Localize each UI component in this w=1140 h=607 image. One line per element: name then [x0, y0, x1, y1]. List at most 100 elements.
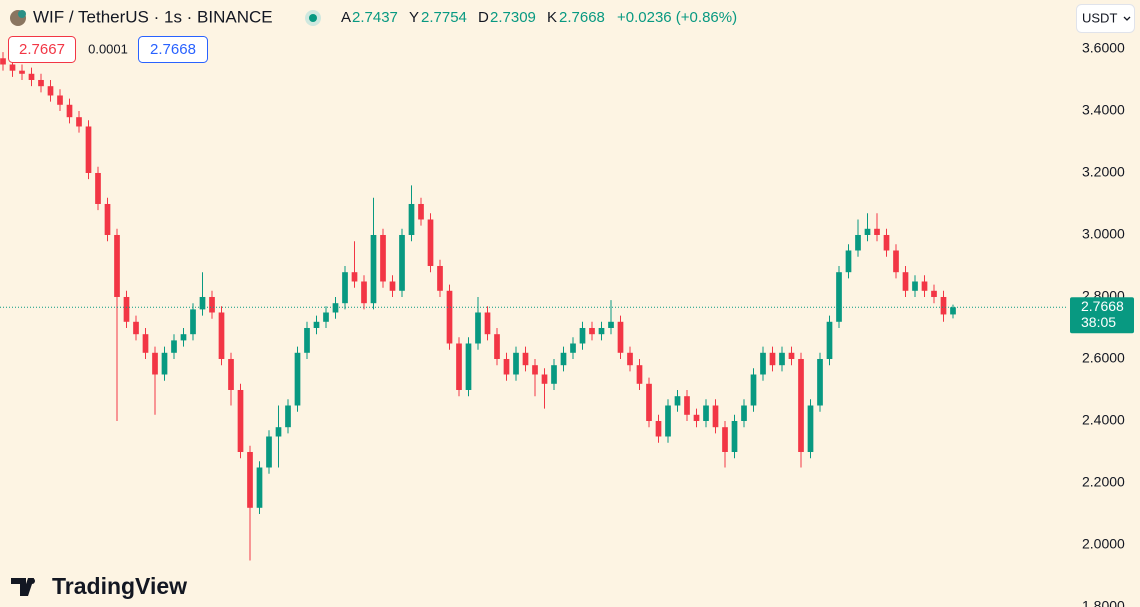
candle-body — [494, 334, 500, 359]
candle-body — [598, 327, 605, 335]
candle-body — [484, 312, 491, 335]
candle-body — [209, 296, 215, 313]
candle-body — [532, 365, 538, 375]
candle-body — [703, 405, 709, 421]
candle-body — [171, 340, 177, 353]
candle-body — [446, 290, 453, 344]
y-tick-label: 2.6000 — [1082, 350, 1125, 366]
candle-body — [921, 281, 928, 291]
brand-name: TradingView — [52, 573, 187, 599]
candle-body — [475, 312, 481, 344]
y-tick-label: 3.6000 — [1082, 40, 1125, 56]
candle-body — [228, 358, 234, 390]
candle-body — [66, 104, 73, 118]
candle-body — [503, 358, 510, 375]
candle-body — [864, 228, 871, 235]
candle-body — [798, 358, 804, 452]
candle-body — [313, 321, 320, 328]
candle-body — [142, 334, 149, 353]
candle-body — [161, 352, 168, 375]
candle-body — [674, 396, 681, 406]
candle-body — [332, 303, 339, 313]
candle-body — [95, 172, 101, 204]
candle-body — [199, 296, 206, 310]
candle-body — [931, 290, 937, 297]
candle-body — [133, 321, 139, 335]
candle-body — [218, 312, 225, 359]
candle-body — [152, 352, 158, 375]
candle-body — [731, 420, 738, 452]
candle-body — [247, 451, 253, 508]
y-tick-label: 2.4000 — [1082, 412, 1125, 428]
candle-body — [0, 58, 6, 65]
symbol-title: WIF / TetherUS · 1s · BINANCE — [33, 7, 273, 26]
candle-body — [807, 405, 814, 452]
plot — [0, 52, 1068, 561]
candle-body — [779, 352, 785, 366]
candle-body — [760, 352, 766, 375]
candle-body — [665, 405, 671, 437]
brand-logo-dot — [29, 578, 35, 584]
candle-body — [304, 327, 310, 353]
candle-body — [342, 272, 348, 304]
status-dot — [309, 14, 317, 22]
candle-body — [608, 321, 614, 328]
last-price-label: 2.7668 — [1081, 298, 1124, 314]
candle-body — [323, 312, 329, 322]
candle-body — [380, 234, 386, 282]
candle-body — [817, 358, 823, 406]
ohlc-label: Y — [409, 9, 419, 26]
candle-body — [76, 117, 82, 127]
candle-body — [589, 327, 595, 335]
candle-body — [399, 234, 405, 291]
candle-body — [522, 352, 529, 366]
candle-body — [456, 343, 462, 390]
candle-body — [237, 389, 244, 452]
last-price-box — [1070, 297, 1134, 334]
y-tick-label: 3.0000 — [1082, 226, 1125, 242]
candle-body — [465, 343, 472, 390]
symbol-icon-badge — [18, 10, 26, 18]
candle-body — [418, 203, 424, 220]
currency-label: USDT — [1082, 10, 1117, 25]
brand-logo — [11, 578, 34, 596]
y-tick-label: 2.0000 — [1082, 536, 1125, 552]
candle-body — [361, 281, 367, 304]
candle-body — [855, 234, 861, 251]
candle-body — [788, 352, 795, 359]
candle-body — [190, 309, 196, 335]
candle-body — [684, 396, 690, 415]
candle-body — [836, 272, 842, 322]
candle-body — [570, 343, 576, 353]
bid-box[interactable] — [8, 36, 76, 63]
ask-price: 2.7668 — [150, 41, 196, 58]
candle-body — [845, 250, 852, 273]
candle-body — [902, 272, 909, 291]
candle-body — [370, 234, 377, 304]
bid-price: 2.7667 — [19, 41, 65, 58]
candle-body — [427, 219, 434, 266]
candle-body — [47, 86, 54, 96]
currency-caret — [1123, 16, 1131, 21]
candle-body — [180, 334, 187, 341]
candle-body — [712, 405, 719, 428]
candle-body — [617, 321, 624, 353]
ohlc-value: 2.7309 — [490, 9, 536, 26]
candle-body — [741, 405, 747, 421]
ask-box[interactable] — [138, 36, 208, 63]
candle-body — [551, 365, 557, 384]
ohlc-label: K — [547, 9, 557, 26]
candle-body — [351, 272, 358, 282]
candle-body — [513, 352, 519, 375]
candle-body — [750, 374, 757, 406]
candle-body — [883, 234, 890, 251]
candle-body — [38, 79, 44, 87]
currency-button[interactable] — [1076, 4, 1135, 33]
candle-body — [408, 203, 415, 235]
candle-body — [19, 70, 25, 74]
candle-body — [275, 427, 282, 437]
candle-body — [294, 352, 301, 406]
spread: 0.0001 — [88, 41, 128, 56]
